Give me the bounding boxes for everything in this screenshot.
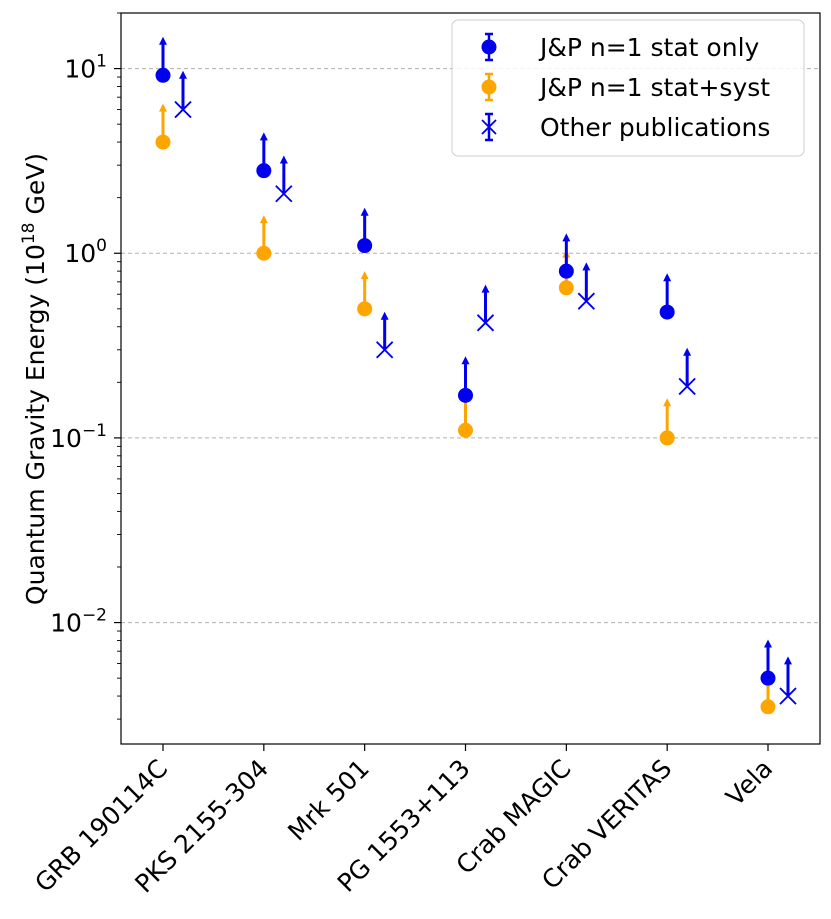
series-2 xyxy=(174,70,797,705)
series-0 xyxy=(155,36,776,686)
series-0-point xyxy=(155,67,171,83)
series-2-x-marker xyxy=(476,314,495,332)
series-2-limit-arrow xyxy=(481,284,490,293)
series-0-limit-arrow xyxy=(663,273,672,282)
series-0-point xyxy=(256,163,272,179)
series-1-limit-arrow xyxy=(360,271,369,280)
series-1-point xyxy=(357,301,373,317)
legend-entry: J&P n=1 stat+syst xyxy=(481,72,770,102)
series-2-limit-arrow xyxy=(784,656,792,665)
series-2-x-marker xyxy=(275,185,293,203)
series-0-limit-arrow xyxy=(159,36,167,45)
series-2-x-marker xyxy=(376,341,394,359)
series-0-limit-arrow xyxy=(562,233,571,242)
series-1-point xyxy=(256,245,272,261)
series-2-limit-arrow xyxy=(179,70,187,79)
series-0-limit-arrow xyxy=(259,132,268,141)
data-layer xyxy=(155,36,797,715)
series-0-point xyxy=(760,670,776,686)
legend-label: Other publications xyxy=(540,113,770,142)
series-2-limit-arrow xyxy=(683,347,692,356)
series-0-point xyxy=(558,263,574,279)
series-0-limit-arrow xyxy=(360,207,369,216)
legend-label: J&P n=1 stat only xyxy=(538,33,760,62)
y-tick-label: 101 xyxy=(64,52,107,84)
x-tick-label: Mrk 501 xyxy=(282,754,375,847)
series-0-point xyxy=(458,387,473,403)
legend-frame xyxy=(451,19,805,157)
legend-label: J&P n=1 stat+syst xyxy=(538,73,770,102)
series-0-point xyxy=(357,238,373,254)
series-0-point xyxy=(659,304,675,320)
y-tick-label: 10−2 xyxy=(50,606,107,638)
series-1-point xyxy=(458,422,473,438)
series-0-limit-arrow xyxy=(764,639,772,648)
legend-x-marker xyxy=(481,119,497,135)
legend: J&P n=1 stat only J&P n=1 stat+syst Other … xyxy=(451,19,805,157)
legend-marker xyxy=(481,39,497,55)
series-2-x-marker xyxy=(577,292,595,310)
y-axis-ticks: 10−2 10−1 100 101 xyxy=(50,12,121,720)
y-tick-label: 10−1 xyxy=(50,421,107,453)
series-1-limit-arrow xyxy=(259,215,268,224)
series-1-point xyxy=(659,430,675,446)
y-tick-label: 100 xyxy=(64,236,107,268)
series-2-limit-arrow xyxy=(380,311,389,320)
x-tick-label: Vela xyxy=(720,754,778,812)
series-1-point xyxy=(155,134,171,150)
plot-frame xyxy=(120,12,821,745)
y-axis-label: Quantum Gravity Energy (1018 GeV) xyxy=(19,153,50,605)
series-2-x-marker xyxy=(174,100,192,119)
series-2-limit-arrow xyxy=(279,155,288,164)
series-2-limit-arrow xyxy=(582,262,591,271)
series-0-limit-arrow xyxy=(461,356,470,365)
legend-entry: Other publications xyxy=(481,112,770,142)
legend-entry: J&P n=1 stat only xyxy=(481,32,760,62)
series-1-point xyxy=(760,699,776,715)
legend-marker xyxy=(481,79,497,95)
series-1-limit-arrow xyxy=(159,103,167,112)
series-2-x-marker xyxy=(678,377,696,396)
series-1-point xyxy=(558,280,574,296)
series-1-limit-arrow xyxy=(663,398,672,407)
series-2-x-marker xyxy=(779,687,797,705)
